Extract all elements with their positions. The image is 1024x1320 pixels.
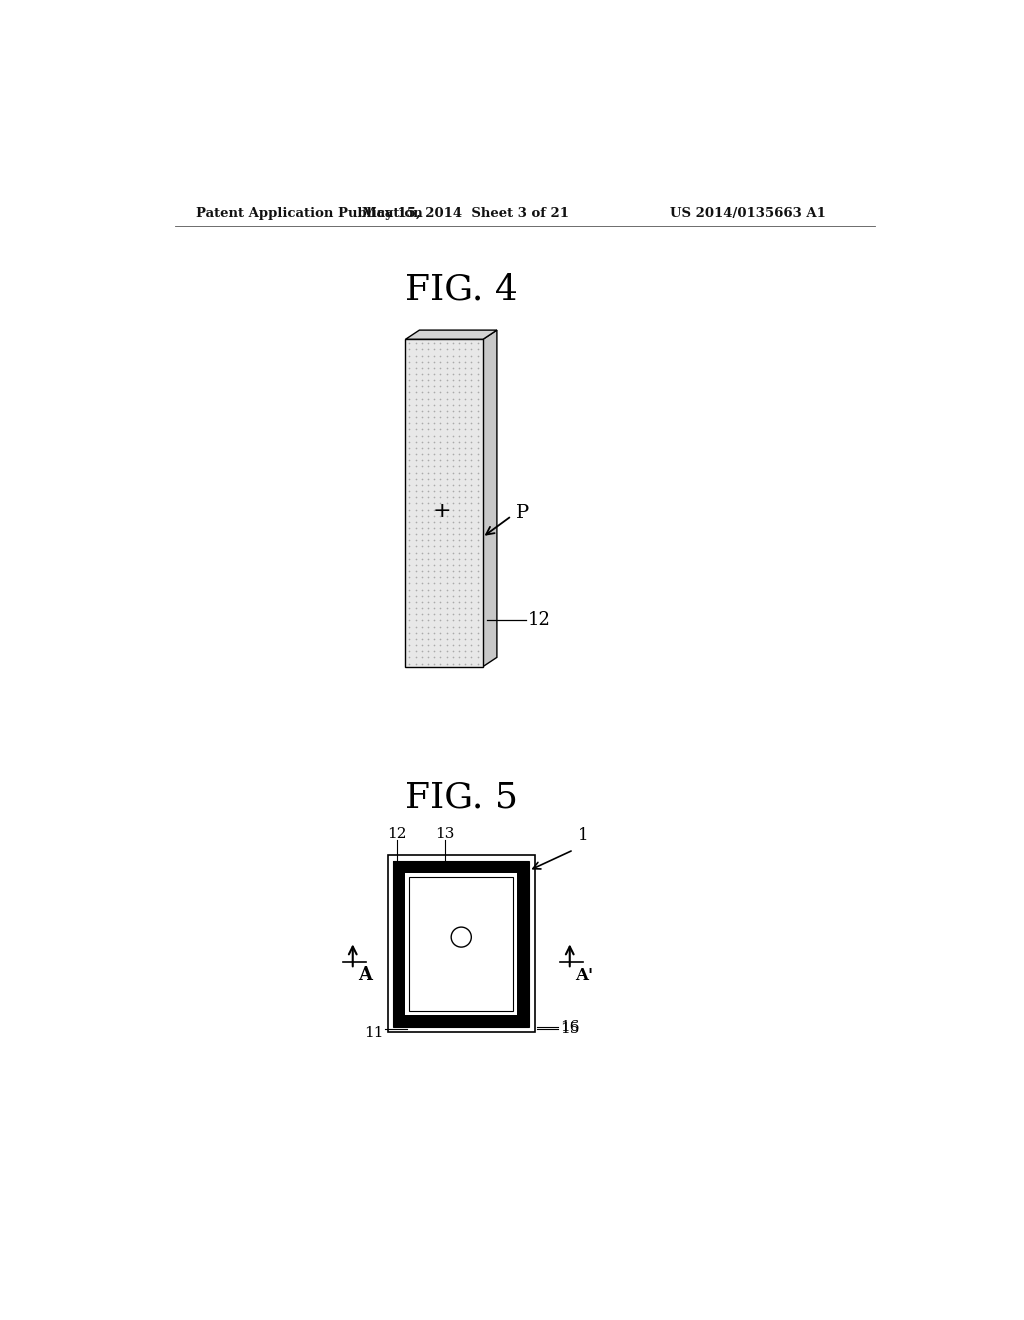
Text: FIG. 5: FIG. 5	[404, 780, 518, 814]
Text: May 15, 2014  Sheet 3 of 21: May 15, 2014 Sheet 3 of 21	[361, 207, 568, 220]
Circle shape	[452, 927, 471, 948]
Text: 11: 11	[365, 1026, 384, 1040]
Bar	[393, 861, 529, 1027]
Text: FIG. 4: FIG. 4	[404, 272, 518, 306]
Polygon shape	[406, 330, 497, 339]
Text: 13: 13	[435, 826, 455, 841]
Text: A': A'	[575, 966, 593, 983]
Bar	[393, 861, 529, 873]
Text: 15: 15	[560, 1022, 579, 1036]
Text: Patent Application Publication: Patent Application Publication	[197, 207, 423, 220]
Text: A: A	[358, 966, 372, 985]
Text: US 2014/0135663 A1: US 2014/0135663 A1	[671, 207, 826, 220]
Polygon shape	[406, 339, 483, 667]
Text: P: P	[515, 504, 528, 521]
Text: +: +	[432, 500, 452, 520]
Text: 12: 12	[387, 826, 407, 841]
Bar	[388, 855, 535, 1032]
Text: 1: 1	[578, 828, 588, 845]
Polygon shape	[483, 330, 497, 667]
Text: 16: 16	[560, 1020, 580, 1034]
Text: 12: 12	[528, 611, 551, 630]
Bar	[410, 876, 513, 1011]
Bar	[517, 861, 529, 1027]
Bar	[393, 1015, 529, 1027]
Bar	[393, 861, 406, 1027]
